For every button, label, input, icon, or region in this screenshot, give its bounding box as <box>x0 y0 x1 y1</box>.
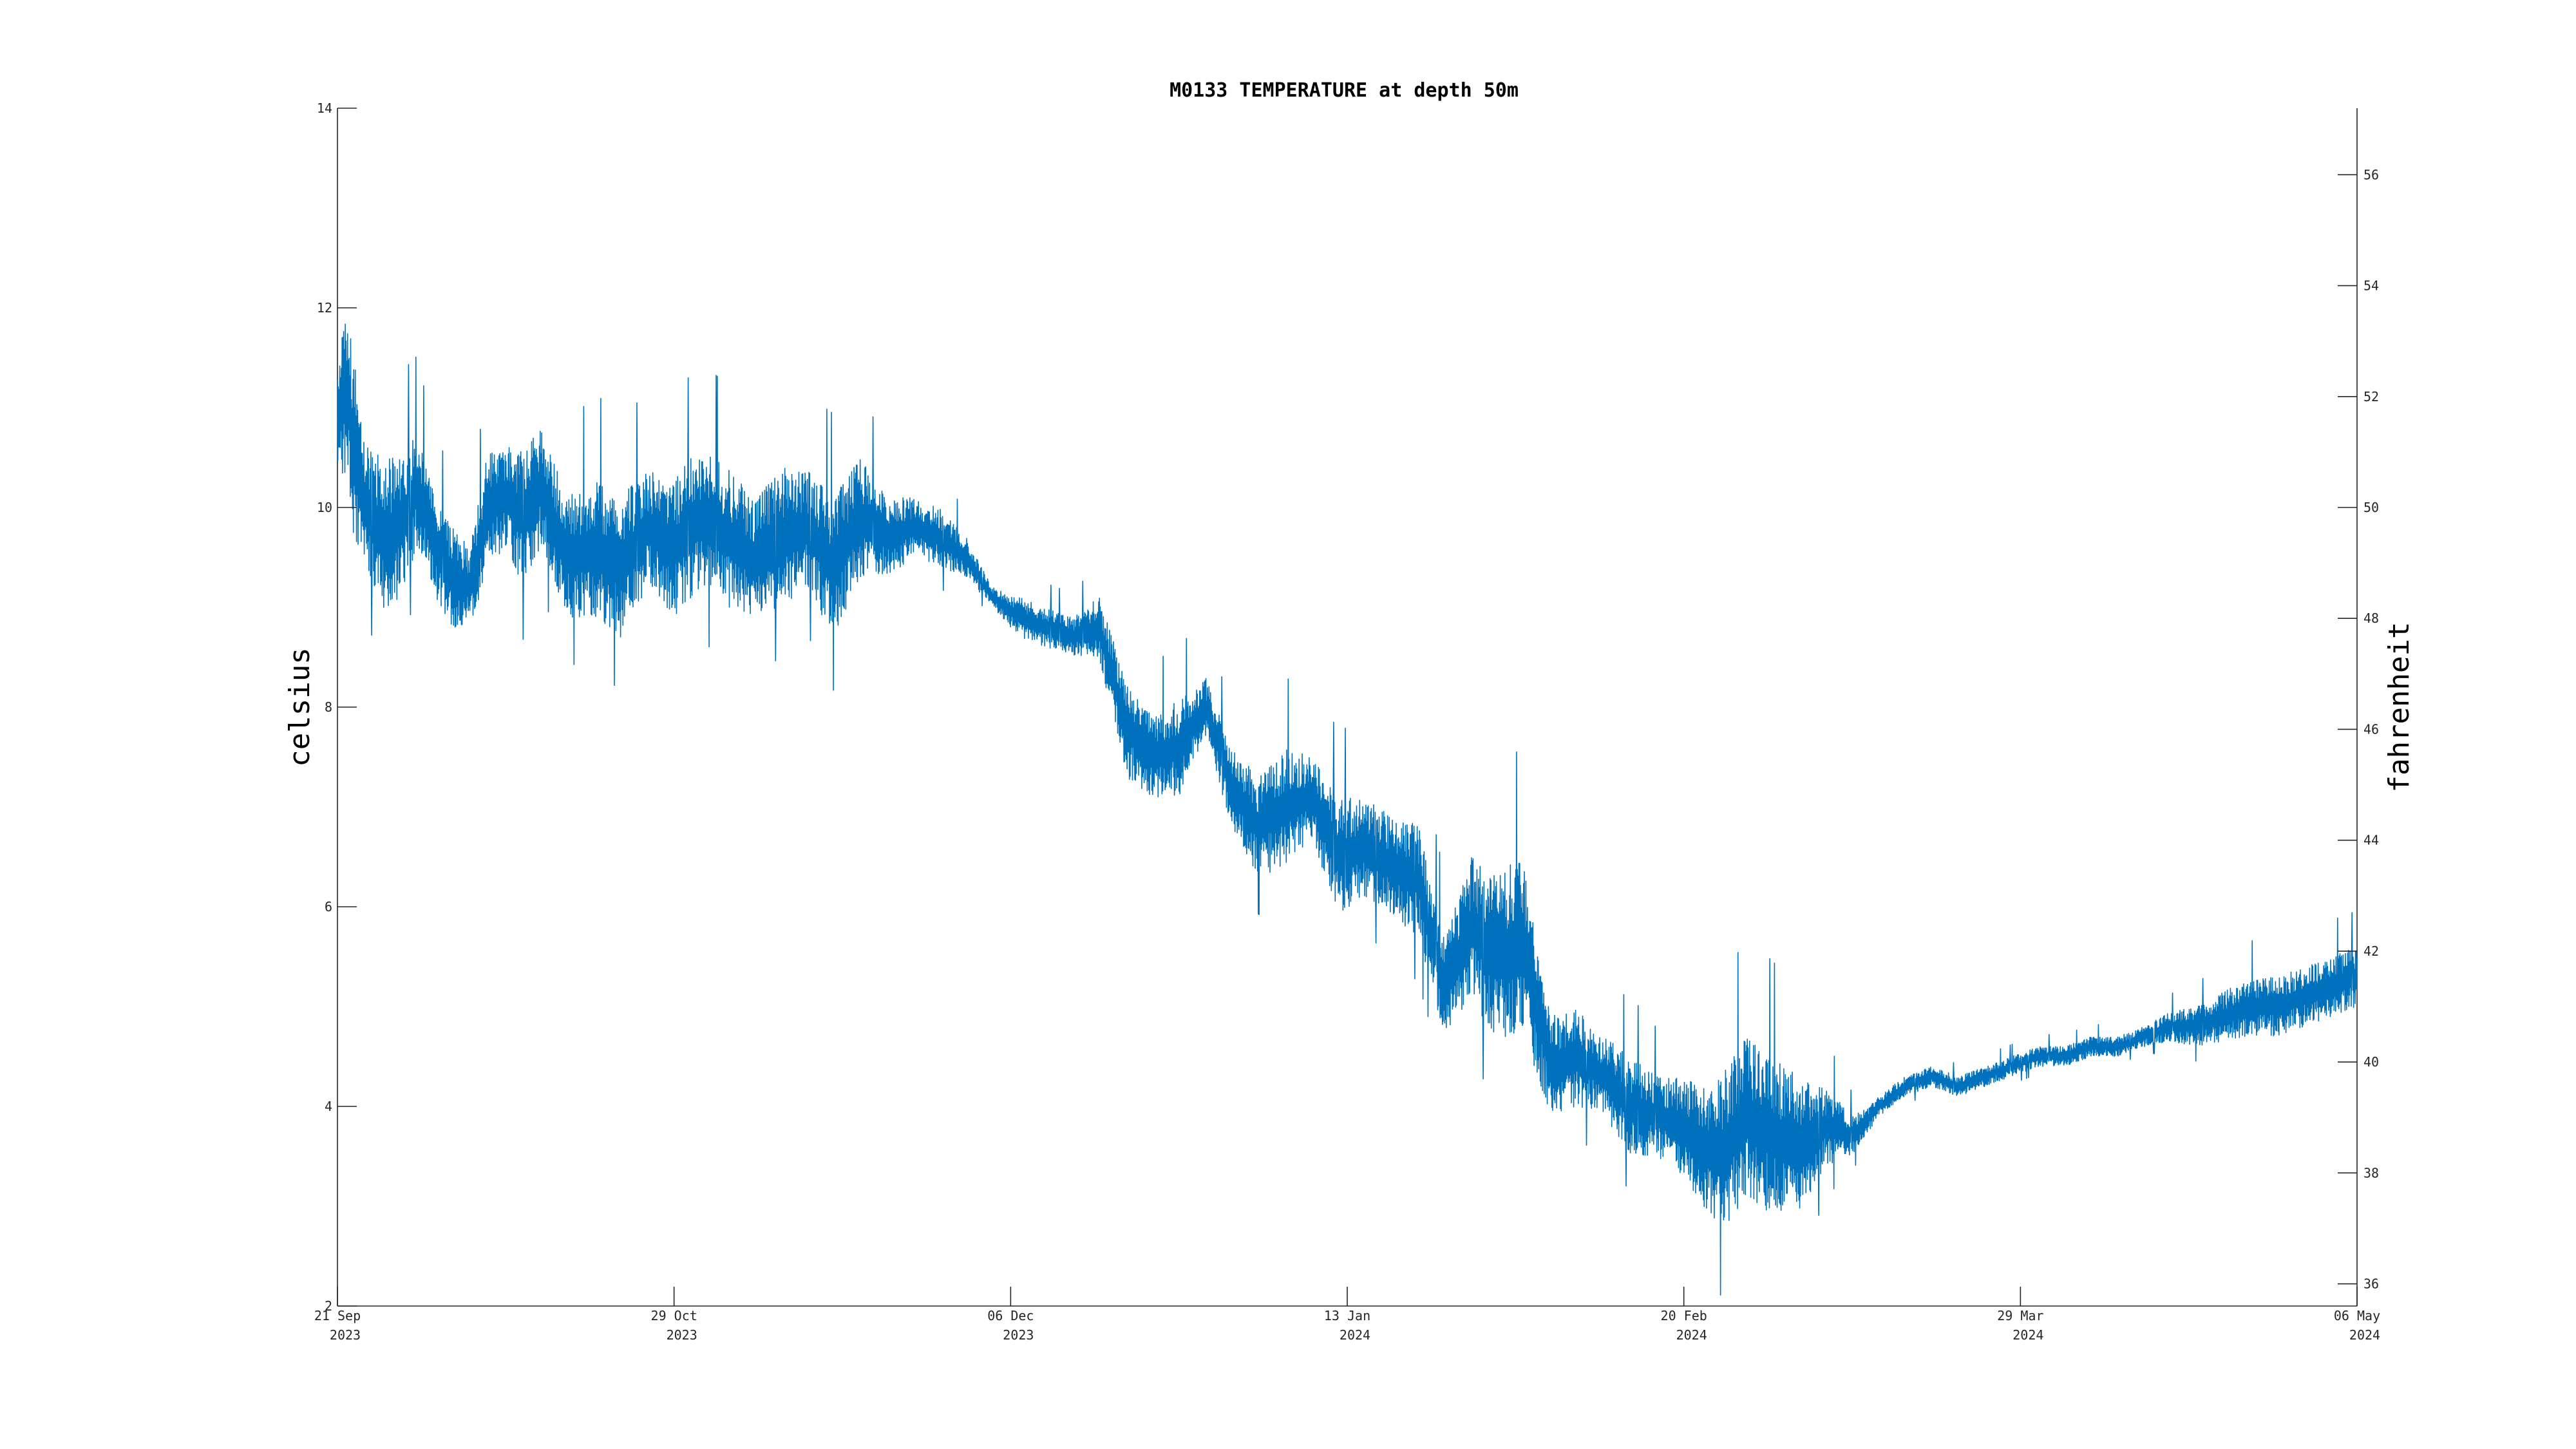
x-tick-label: 29 Mar <box>1997 1308 2043 1323</box>
right-y-tick-label: 44 <box>2363 833 2379 848</box>
x-tick-year: 2024 <box>2349 1327 2380 1343</box>
right-y-tick-label: 52 <box>2363 389 2379 404</box>
left-y-tick-label: 10 <box>317 500 332 515</box>
x-tick-label: 06 May <box>2334 1308 2380 1323</box>
right-y-tick-label: 42 <box>2363 943 2379 959</box>
left-y-tick-label: 2 <box>325 1298 332 1314</box>
left-y-ticks: 2 4 6 8 10 12 14 <box>317 100 357 1314</box>
right-y-tick-label: 36 <box>2363 1276 2379 1292</box>
left-y-tick-label: 4 <box>325 1099 332 1114</box>
x-tick-year: 2023 <box>667 1327 697 1343</box>
right-y-tick-label: 56 <box>2363 167 2379 182</box>
series-layer <box>337 323 2358 1296</box>
y-axis-label-fahrenheit: fahrenheit <box>2383 622 2416 793</box>
x-tick-label: 06 Dec <box>987 1308 1034 1323</box>
right-y-tick-label: 40 <box>2363 1054 2379 1070</box>
left-y-tick-label: 14 <box>317 100 332 116</box>
right-y-tick-label: 50 <box>2363 500 2379 515</box>
right-y-tick-label: 54 <box>2363 278 2379 294</box>
right-y-tick-label: 46 <box>2363 721 2379 737</box>
y-axis-label-celsius: celsius <box>283 647 316 766</box>
left-y-tick-label: 8 <box>325 699 332 715</box>
chart-title: M0133 TEMPERATURE at depth 50m <box>1170 79 1519 102</box>
x-tick-label: 20 Feb <box>1661 1308 1707 1323</box>
x-tick-year: 2024 <box>1340 1327 1370 1343</box>
x-ticks: 21 Sep 2023 29 Oct 2023 06 Dec 2023 13 Jan 2024… <box>314 1287 2380 1343</box>
x-tick-label: 21 Sep <box>314 1308 361 1323</box>
left-y-tick-label: 6 <box>325 899 332 914</box>
left-y-tick-label: 12 <box>317 300 332 316</box>
temperature-series-line <box>337 323 2358 1296</box>
x-tick-year: 2023 <box>1003 1327 1034 1343</box>
plot-axes <box>337 108 2358 1307</box>
x-tick-year: 2023 <box>330 1327 361 1343</box>
x-tick-year: 2024 <box>1676 1327 1707 1343</box>
x-tick-label: 13 Jan <box>1324 1308 1370 1323</box>
x-tick-label: 29 Oct <box>651 1308 697 1323</box>
right-y-tick-label: 48 <box>2363 611 2379 626</box>
right-y-tick-label: 38 <box>2363 1165 2379 1180</box>
x-tick-year: 2024 <box>2012 1327 2043 1343</box>
right-y-ticks: 36 38 40 42 44 46 48 50 52 54 56 <box>2338 167 2379 1292</box>
